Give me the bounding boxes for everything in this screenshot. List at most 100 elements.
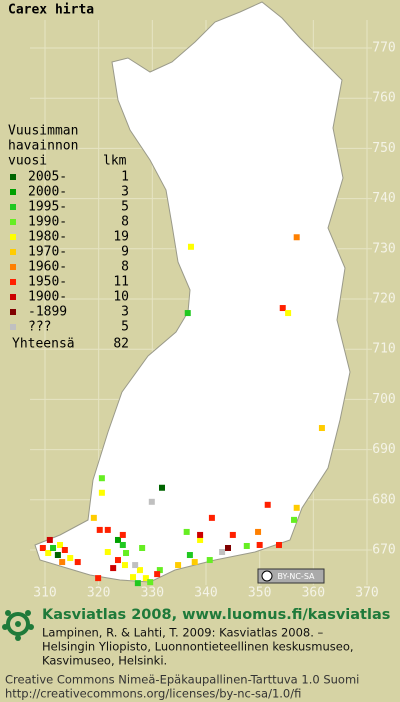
occurrence	[121, 562, 128, 569]
occurrence	[243, 542, 250, 549]
occurrence	[98, 489, 105, 496]
occurrence	[74, 559, 81, 566]
citation: Helsingin Yliopisto, Luonnontieteellinen…	[42, 640, 354, 654]
y-tick-label: 690	[372, 442, 395, 457]
x-tick-label: 360	[302, 586, 325, 601]
legend-swatch	[10, 279, 16, 285]
legend-count: 5	[121, 200, 129, 215]
occurrence	[264, 501, 271, 508]
occurrence	[184, 310, 191, 317]
occurrence	[90, 514, 97, 521]
occurrence	[98, 475, 105, 482]
x-tick-label: 370	[355, 586, 378, 601]
occurrence	[67, 555, 74, 562]
occurrence	[229, 531, 236, 538]
occurrence	[293, 234, 300, 241]
occurrence	[186, 552, 193, 559]
legend-total: 82	[113, 337, 129, 352]
legend-count: 5	[121, 320, 129, 335]
occurrence	[130, 574, 137, 581]
occurrence	[59, 559, 66, 566]
occurrence	[291, 516, 298, 523]
x-tick-label: 340	[194, 586, 217, 601]
y-tick-label: 760	[372, 91, 395, 106]
legend-label: 1995-	[28, 200, 67, 215]
occurrence	[293, 504, 300, 511]
occurrence	[183, 528, 190, 535]
occurrence	[61, 547, 68, 553]
occurrence	[50, 544, 57, 551]
occurrence	[136, 567, 143, 574]
legend-count: 8	[121, 215, 129, 230]
y-tick-label: 700	[372, 392, 395, 407]
occurrence	[208, 514, 215, 521]
legend-label: 1990-	[28, 215, 67, 230]
occurrence	[114, 557, 121, 564]
x-tick-label: 350	[248, 586, 271, 601]
legend-label: 1900-	[28, 290, 67, 305]
legend-swatch	[10, 294, 16, 300]
occurrence	[132, 562, 139, 569]
occurrence	[156, 567, 163, 574]
occurrence	[219, 549, 226, 556]
occurrence	[39, 544, 46, 551]
legend-count: 9	[121, 245, 129, 260]
legend-heading: Vuusimman	[8, 124, 78, 139]
legend-count: 3	[121, 185, 129, 200]
legend-swatch	[10, 204, 16, 210]
occurrence	[285, 310, 292, 317]
x-tick-label: 310	[33, 586, 56, 601]
legend-label: ???	[28, 320, 51, 335]
occurrence	[104, 549, 111, 556]
citation: Kasvimuseo, Helsinki.	[42, 654, 167, 668]
legend-swatch	[10, 324, 16, 330]
occurrence	[96, 526, 103, 533]
map-title: Carex hirta	[8, 3, 94, 18]
occurrence	[110, 565, 117, 572]
occurrence	[57, 541, 64, 548]
badge-box	[257, 568, 325, 584]
legend-swatch	[10, 219, 16, 225]
legend-swatch	[10, 264, 16, 270]
occurrence	[187, 243, 194, 250]
occurrence	[255, 528, 262, 535]
legend-heading: vuosi	[8, 154, 47, 169]
y-tick-label: 670	[372, 543, 395, 558]
legend-heading: havainnon	[8, 139, 78, 154]
legend-label: 2005-	[28, 170, 67, 185]
legend-count-heading: lkm	[103, 154, 127, 169]
x-tick-label: 320	[87, 586, 110, 601]
occurrence	[197, 536, 204, 543]
y-tick-label: 730	[372, 241, 395, 256]
occurrence	[134, 580, 141, 587]
cc-badge: BY-NC-SA	[257, 568, 325, 584]
occurrence	[114, 536, 121, 543]
x-tick-label: 330	[141, 586, 164, 601]
logo	[2, 610, 34, 641]
y-tick-label: 720	[372, 292, 395, 307]
legend-swatch	[10, 174, 16, 180]
legend-count: 10	[113, 290, 129, 305]
footer-heading: Kasviatlas 2008, www.luomus.fi/kasviatla…	[42, 607, 390, 623]
license: Creative Commons Nimeä-Epäkaupallinen-Ta…	[5, 673, 359, 687]
occurrence	[225, 544, 232, 551]
y-tick-label: 750	[372, 141, 395, 156]
occurrence	[275, 541, 282, 548]
badge-text: BY-NC-SA	[277, 572, 315, 581]
legend-label: 1950-	[28, 275, 67, 290]
occurrence	[142, 575, 149, 582]
legend-count: 1	[121, 170, 129, 185]
y-tick-label: 680	[372, 492, 395, 507]
citation: Lampinen, R. & Lahti, T. 2009: Kasviatla…	[42, 626, 324, 640]
legend-label: 1980-	[28, 230, 67, 245]
occurrence	[158, 484, 165, 491]
occurrence	[148, 498, 155, 505]
legend-total-label: Yhteensä	[12, 337, 75, 352]
occurrence	[119, 531, 126, 538]
points	[39, 234, 325, 587]
occurrence	[95, 575, 102, 582]
occurrence	[175, 562, 182, 569]
license: http://creativecommons.org/licenses/by-n…	[5, 687, 301, 701]
occurrence	[119, 541, 126, 548]
